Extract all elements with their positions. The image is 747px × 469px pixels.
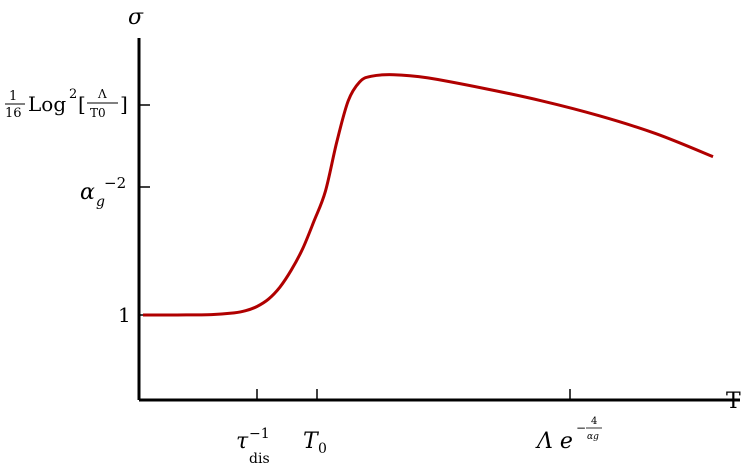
svg-text:]: ]: [120, 92, 128, 116]
svg-text:[: [: [78, 92, 86, 116]
y-tick-label-alpha: α g −2: [80, 174, 126, 210]
y-tick-label-log: 1 16 Log 2 [ Λ T0 ]: [5, 87, 128, 121]
svg-text:1: 1: [9, 89, 17, 104]
axes: [137, 38, 740, 402]
svg-text:−: −: [576, 421, 586, 435]
series-line-0: [142, 73, 714, 317]
svg-text:dis: dis: [249, 451, 270, 467]
svg-text:τ: τ: [236, 429, 249, 454]
y-axis-label: σ: [128, 5, 144, 30]
y-tick-label-one: 1: [118, 303, 131, 327]
x-tick-label-tau: τ −1 dis: [236, 426, 270, 467]
svg-text:−2: −2: [104, 174, 126, 192]
svg-text:16: 16: [5, 106, 22, 121]
svg-text:−1: −1: [249, 426, 270, 442]
svg-text:4: 4: [591, 416, 597, 427]
svg-text:αg: αg: [587, 432, 599, 442]
svg-text:Log: Log: [28, 92, 66, 116]
y-ticks: [139, 104, 150, 316]
svg-text:2: 2: [69, 87, 77, 102]
svg-text:α: α: [80, 180, 95, 205]
x-tick-label-lambda: Λ e − 4 αg: [535, 416, 602, 454]
svg-text:0: 0: [318, 441, 327, 457]
svg-text:T0: T0: [90, 106, 106, 120]
x-tick-label-t0: T 0: [303, 429, 327, 457]
x-axis-label: T: [726, 389, 741, 414]
svg-text:Λ: Λ: [97, 87, 107, 101]
svg-text:g: g: [96, 194, 105, 210]
x-ticks: [256, 389, 571, 400]
svg-text:T: T: [303, 429, 320, 454]
svg-text:Λ e: Λ e: [535, 429, 573, 454]
series-layer: [142, 73, 714, 317]
